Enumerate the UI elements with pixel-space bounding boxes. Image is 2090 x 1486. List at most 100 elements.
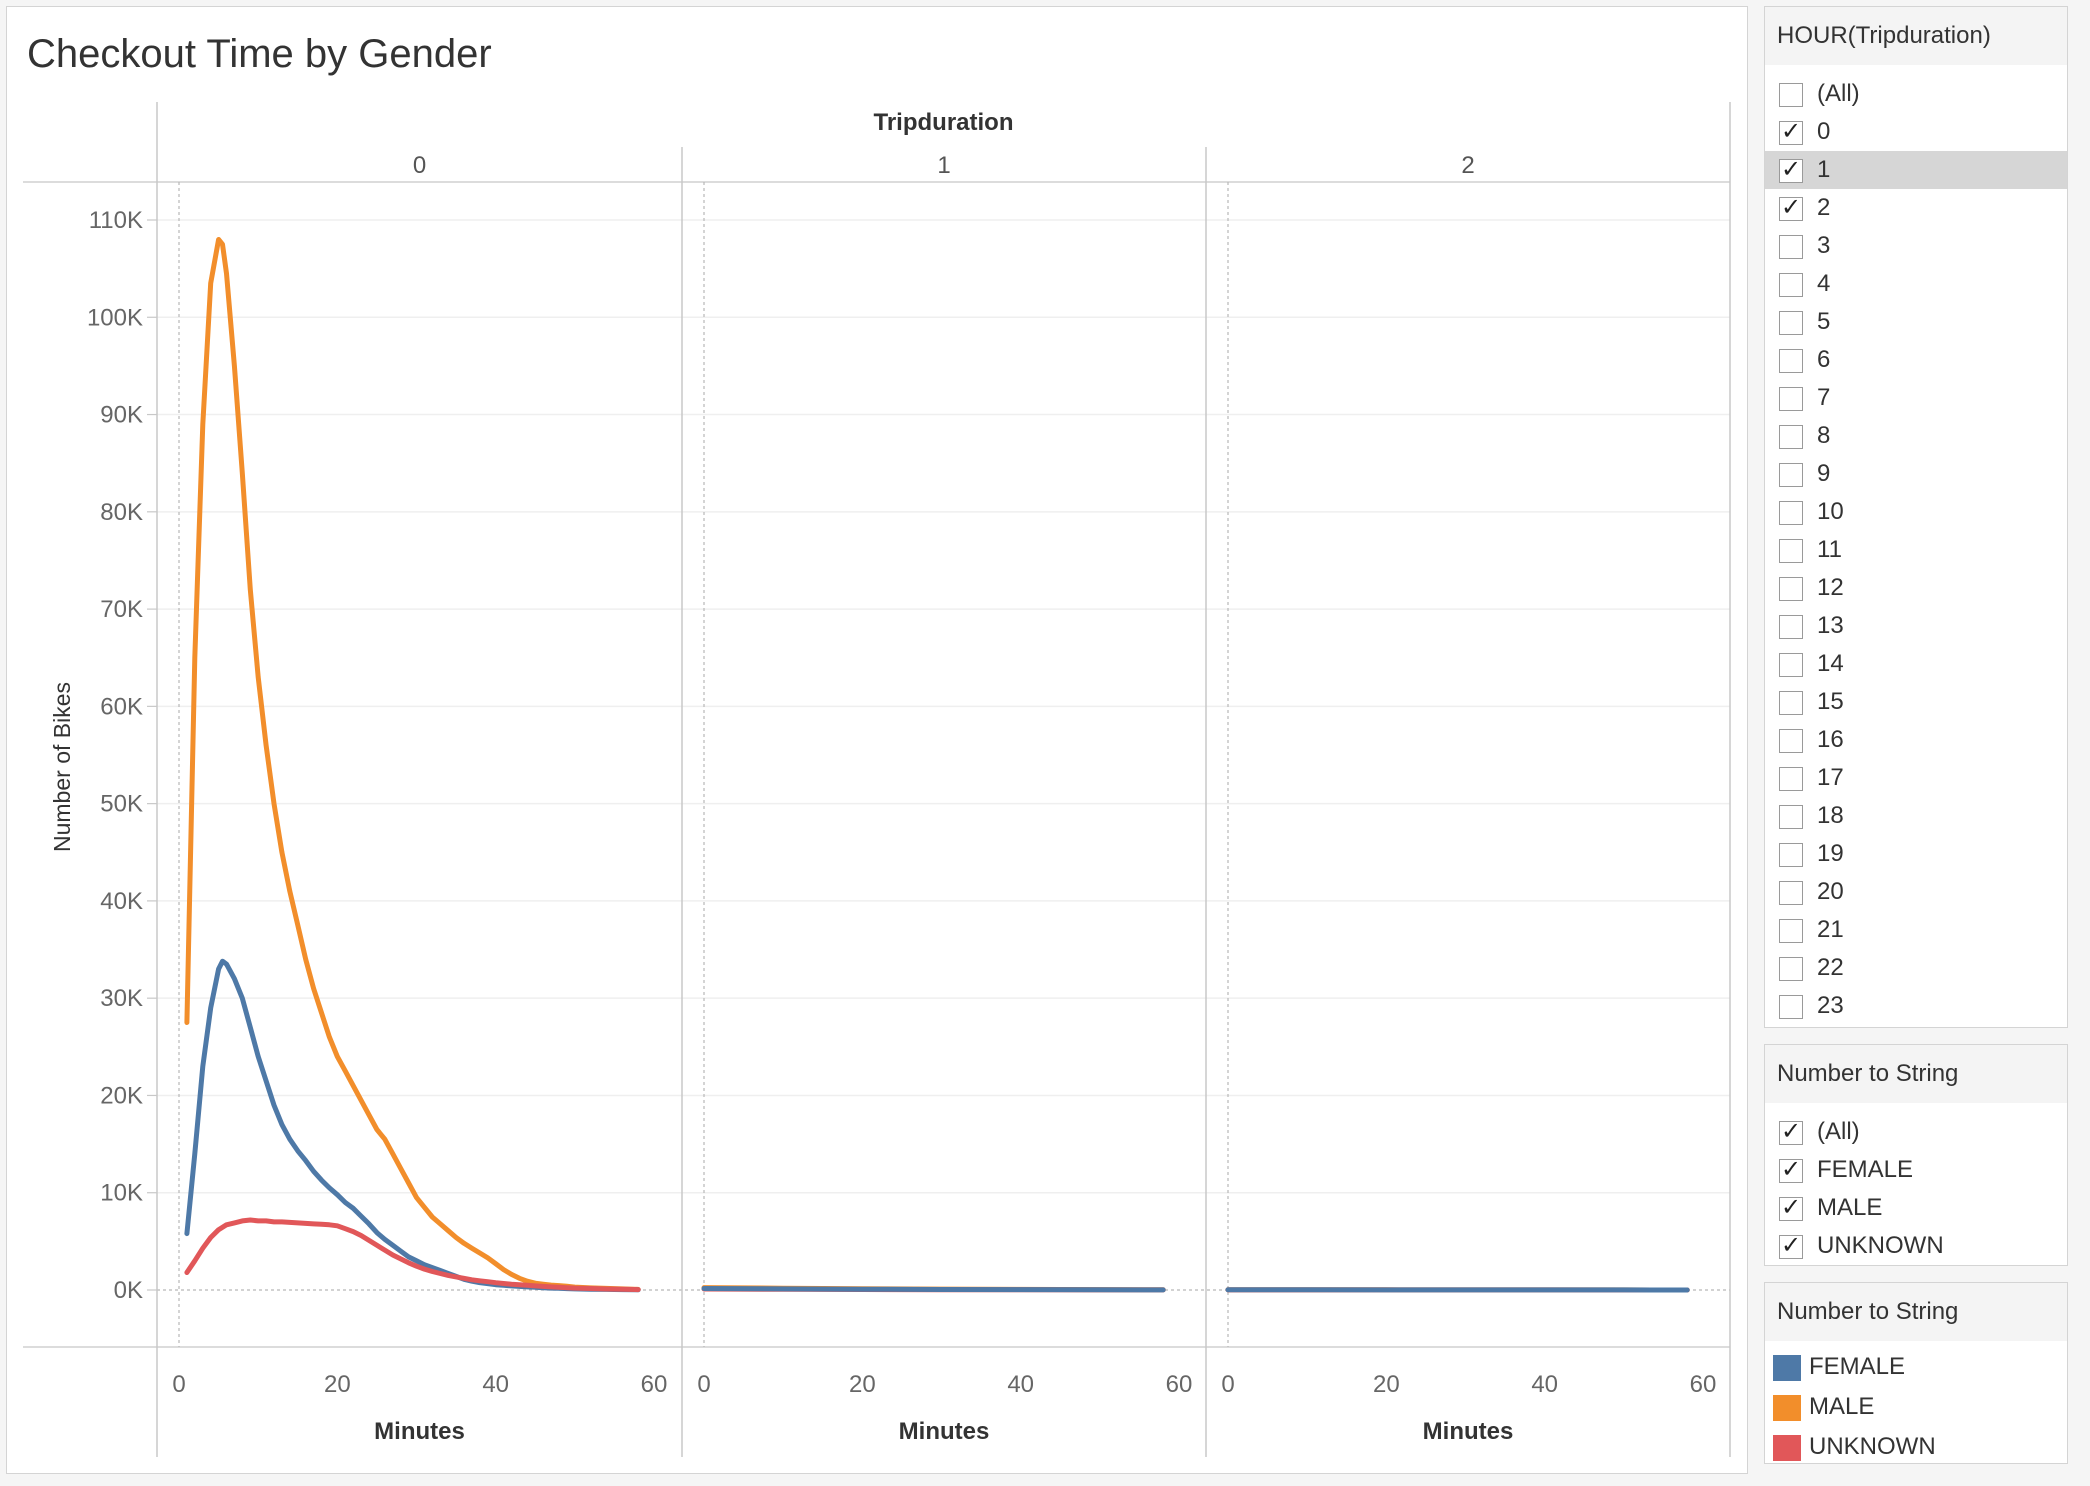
filter-item-label: 14: [1817, 650, 1844, 677]
hour-filter-item[interactable]: ✓ 0: [1765, 113, 2067, 151]
x-tick-label: 0: [1221, 1371, 1234, 1398]
checkbox[interactable]: [1779, 425, 1803, 449]
checkbox[interactable]: [1779, 387, 1803, 411]
legend-item[interactable]: MALE: [1765, 1387, 2067, 1427]
legend-title: Number to String: [1765, 1283, 2067, 1341]
legend-item[interactable]: UNKNOWN: [1765, 1427, 2067, 1467]
checkbox[interactable]: [1779, 463, 1803, 487]
gender-filter-list: ✓ (All) ✓ FEMALE ✓ MALE ✓ UNKNOWN: [1765, 1103, 2067, 1265]
hour-filter-item[interactable]: 5: [1765, 303, 2067, 341]
checkbox[interactable]: [1779, 881, 1803, 905]
checkbox[interactable]: ✓: [1779, 1194, 1803, 1221]
checkbox[interactable]: [1779, 919, 1803, 943]
hour-filter-item[interactable]: 19: [1765, 835, 2067, 873]
filter-item-label: 4: [1817, 270, 1831, 297]
y-tick-label: 60K: [100, 693, 143, 720]
checkbox[interactable]: [1779, 349, 1803, 373]
hour-filter-item[interactable]: 8: [1765, 417, 2067, 455]
checkbox[interactable]: [1779, 501, 1803, 525]
checkbox[interactable]: [1779, 729, 1803, 753]
filter-item-label: 23: [1817, 992, 1844, 1019]
legend-swatch: [1773, 1355, 1801, 1381]
checkbox[interactable]: [1779, 653, 1803, 677]
hour-filter-item[interactable]: 22: [1765, 949, 2067, 987]
checkbox[interactable]: ✓: [1779, 118, 1803, 145]
filter-item-label: 6: [1817, 346, 1831, 373]
filter-item-label: 12: [1817, 574, 1844, 601]
hour-filter-item[interactable]: 7: [1765, 379, 2067, 417]
checkbox[interactable]: ✓: [1779, 1156, 1803, 1183]
y-tick-label: 30K: [100, 985, 143, 1012]
hour-filter-item[interactable]: 20: [1765, 873, 2067, 911]
filter-item-label: (All): [1817, 1118, 1860, 1145]
gender-filter-item[interactable]: ✓ UNKNOWN: [1765, 1227, 2067, 1265]
hour-filter-item[interactable]: 4: [1765, 265, 2067, 303]
y-tick-label: 90K: [100, 402, 143, 429]
filter-item-label: 5: [1817, 308, 1831, 335]
x-tick-label: 60: [1166, 1371, 1193, 1398]
checkbox[interactable]: [1779, 539, 1803, 563]
filter-item-label: 15: [1817, 688, 1844, 715]
column-header: Tripduration: [874, 109, 1014, 136]
filter-item-label: FEMALE: [1817, 1156, 1914, 1183]
filter-item-label: 9: [1817, 460, 1831, 487]
hour-filter-item[interactable]: 21: [1765, 911, 2067, 949]
hour-filter-item[interactable]: ✓ 1: [1765, 151, 2067, 189]
hour-filter-item[interactable]: 23: [1765, 987, 2067, 1025]
x-tick-label: 40: [482, 1371, 509, 1398]
hour-filter-item[interactable]: 15: [1765, 683, 2067, 721]
hour-filter-item[interactable]: 17: [1765, 759, 2067, 797]
filter-item-label: 7: [1817, 384, 1831, 411]
checkbox[interactable]: [1779, 995, 1803, 1019]
checkbox[interactable]: ✓: [1779, 1118, 1803, 1145]
hour-filter-item[interactable]: 10: [1765, 493, 2067, 531]
hour-filter-item[interactable]: 9: [1765, 455, 2067, 493]
filter-item-label: 17: [1817, 764, 1844, 791]
gender-filter-item[interactable]: ✓ MALE: [1765, 1189, 2067, 1227]
legend-label: UNKNOWN: [1809, 1433, 1936, 1460]
hour-filter-item[interactable]: 3: [1765, 227, 2067, 265]
hour-filter-item[interactable]: 14: [1765, 645, 2067, 683]
x-tick-label: 20: [1373, 1371, 1400, 1398]
hour-filter-item[interactable]: 16: [1765, 721, 2067, 759]
x-tick-label: 60: [1690, 1371, 1717, 1398]
gender-filter-item[interactable]: ✓ (All): [1765, 1113, 2067, 1151]
checkbox[interactable]: [1779, 273, 1803, 297]
checkbox[interactable]: [1779, 843, 1803, 867]
checkbox[interactable]: [1779, 577, 1803, 601]
hour-filter-item[interactable]: 6: [1765, 341, 2067, 379]
checkbox[interactable]: [1779, 805, 1803, 829]
hour-filter-item[interactable]: 12: [1765, 569, 2067, 607]
hour-filter-item[interactable]: 13: [1765, 607, 2067, 645]
filter-item-label: 3: [1817, 232, 1831, 259]
hour-filter-item[interactable]: ✓ 2: [1765, 189, 2067, 227]
checkbox[interactable]: [1779, 311, 1803, 335]
filter-item-label: (All): [1817, 80, 1860, 107]
checkbox[interactable]: ✓: [1779, 194, 1803, 221]
gender-filter-item[interactable]: ✓ FEMALE: [1765, 1151, 2067, 1189]
filter-item-label: 22: [1817, 954, 1844, 981]
filter-item-label: 1: [1817, 156, 1831, 183]
checkbox[interactable]: ✓: [1779, 156, 1803, 183]
checkbox[interactable]: [1779, 615, 1803, 639]
x-axis-label: Minutes: [1423, 1418, 1514, 1445]
y-tick-label: 110K: [89, 207, 143, 234]
checkbox[interactable]: [1779, 235, 1803, 259]
hour-filter-item[interactable]: (All): [1765, 75, 2067, 113]
checkbox[interactable]: ✓: [1779, 1232, 1803, 1259]
checkbox[interactable]: [1779, 83, 1803, 107]
legend-item[interactable]: FEMALE: [1765, 1347, 2067, 1387]
y-tick-label: 70K: [100, 596, 143, 623]
checkbox[interactable]: [1779, 767, 1803, 791]
x-axis-label: Minutes: [374, 1418, 465, 1445]
filter-item-label: UNKNOWN: [1817, 1232, 1944, 1259]
hour-filter-item[interactable]: 18: [1765, 797, 2067, 835]
legend-swatch: [1773, 1395, 1801, 1421]
filter-item-label: 0: [1817, 118, 1831, 145]
hour-filter-item[interactable]: 11: [1765, 531, 2067, 569]
x-tick-label: 40: [1531, 1371, 1558, 1398]
checkbox[interactable]: [1779, 957, 1803, 981]
checkbox[interactable]: [1779, 691, 1803, 715]
filter-item-label: 16: [1817, 726, 1844, 753]
legend-label: MALE: [1809, 1393, 1875, 1420]
